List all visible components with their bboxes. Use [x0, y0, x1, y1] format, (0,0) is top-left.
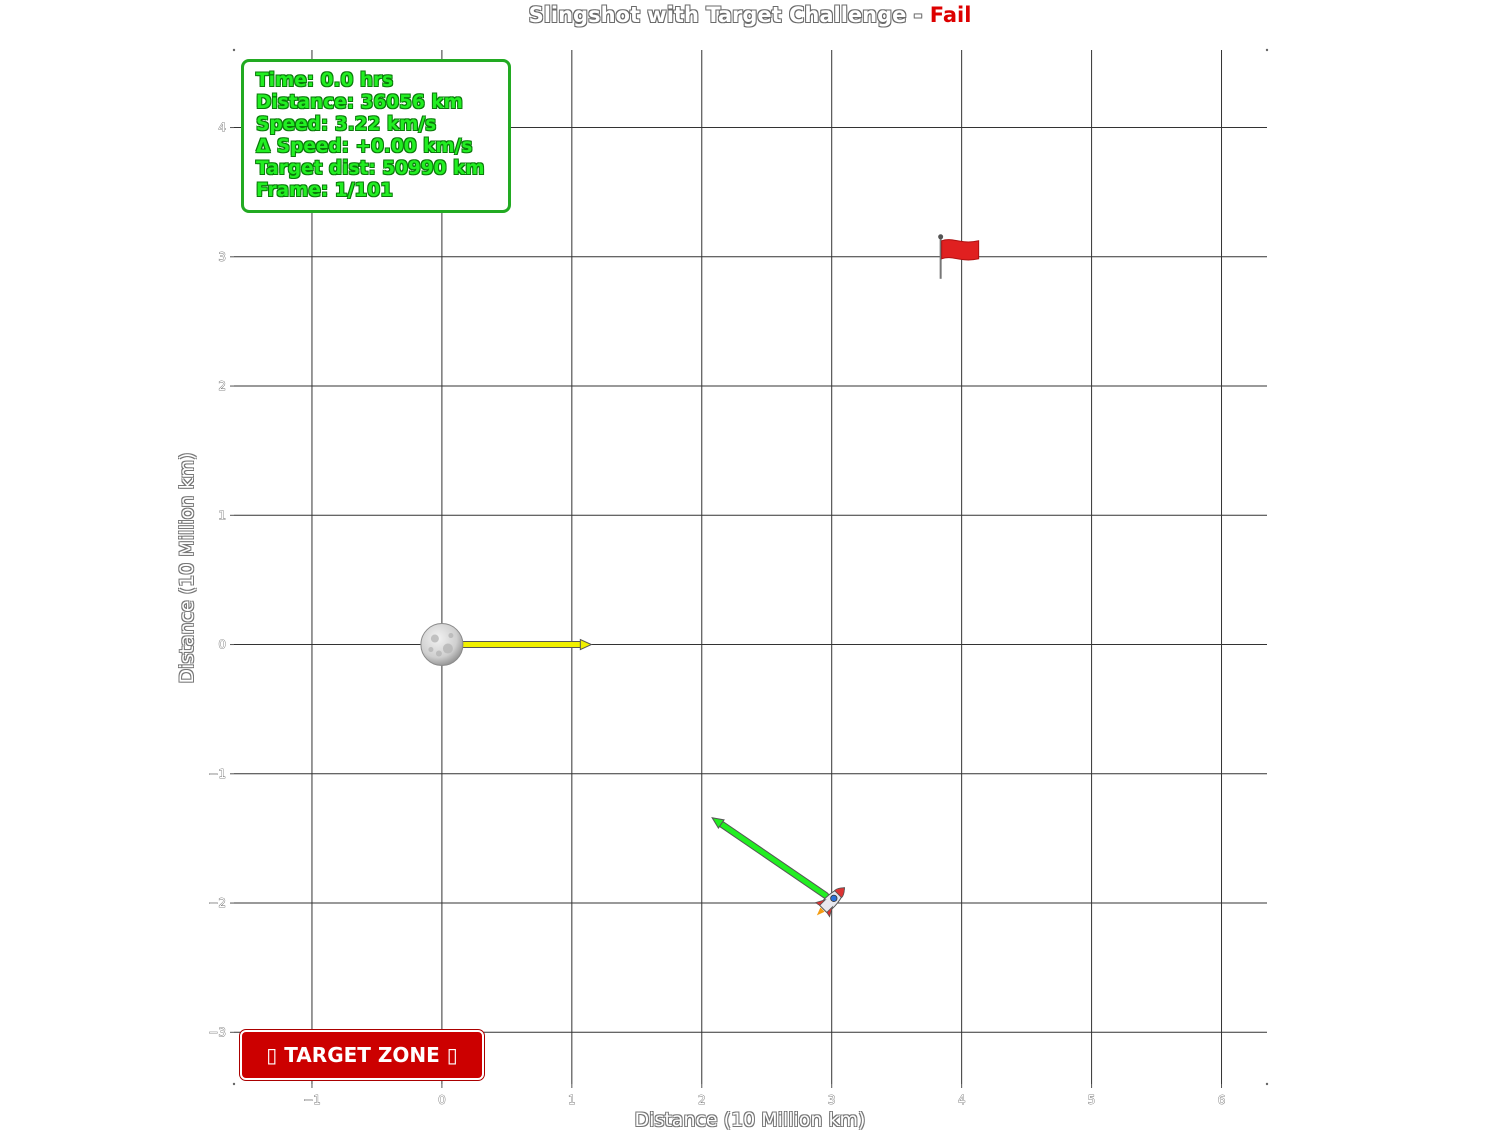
rocket-fin-right	[826, 905, 834, 918]
axis-corner-mark	[232, 48, 236, 52]
x-tick-label: −1	[303, 1093, 321, 1107]
rocket-flame	[816, 907, 825, 916]
x-tick-label: 5	[1088, 1093, 1096, 1107]
rocket-icon	[814, 887, 845, 918]
distance-readout: Distance: 36056 km	[256, 92, 463, 113]
x-tick-label: 3	[828, 1093, 836, 1107]
chart-title: Slingshot with Target Challenge - Fail	[0, 3, 1500, 27]
y-tick-label: 4	[218, 121, 226, 135]
flag-cloth	[941, 239, 980, 261]
spacecraft-velocity-arrow	[711, 817, 830, 899]
moon-crater	[448, 633, 454, 639]
axis-corner-mark	[1265, 1082, 1269, 1086]
y-axis-label: Distance (10 Million km)	[176, 452, 198, 684]
flag-pole-top	[938, 234, 944, 240]
rocket-window	[830, 894, 838, 902]
x-tick-label: 6	[1218, 1093, 1226, 1107]
moon-crater	[430, 634, 439, 643]
moon-crater	[435, 650, 442, 657]
x-tick-label: 2	[698, 1093, 706, 1107]
y-tick-label: 3	[218, 250, 226, 264]
spacecraft-velocity-arrow-head	[711, 817, 725, 830]
y-tick-label: 1	[218, 508, 226, 522]
axis-corner-mark	[1265, 48, 1269, 52]
delta-speed-readout: Δ Speed: +0.00 km/s	[256, 136, 473, 157]
speed-readout: Speed: 3.22 km/s	[256, 114, 437, 135]
rocket-fin-left	[814, 898, 827, 906]
y-tick-label: 0	[218, 638, 226, 652]
red-flag-icon	[938, 234, 980, 279]
moon-icon	[420, 623, 464, 667]
planet-velocity-arrow	[438, 638, 593, 651]
axis-corner-mark	[232, 1082, 236, 1086]
planet-velocity-arrow-head	[579, 638, 593, 651]
rocket-nose	[833, 887, 845, 899]
x-tick-label: 1	[568, 1093, 576, 1107]
x-tick-label: 4	[958, 1093, 966, 1107]
challenge-status: Fail	[929, 3, 972, 27]
frame-readout: Frame: 1/101	[256, 180, 393, 201]
x-tick-label: 0	[438, 1093, 446, 1107]
y-tick-label: −1	[208, 767, 226, 781]
chart-title-text: Slingshot with Target Challenge -	[528, 3, 930, 27]
y-tick-label: 2	[218, 379, 226, 393]
moon-crater	[442, 643, 453, 654]
spacecraft-velocity-arrow-shaft	[718, 821, 829, 898]
moon-body	[420, 623, 464, 667]
telemetry-panel: Time: 0.0 hrs Distance: 36056 km Speed: …	[241, 59, 511, 213]
target-zone-button[interactable]: ▯ TARGET ZONE ▯	[240, 1030, 484, 1080]
x-axis-label: Distance (10 Million km)	[634, 1109, 866, 1131]
y-tick-label: −3	[208, 1025, 226, 1039]
moon-crater	[428, 647, 434, 653]
time-readout: Time: 0.0 hrs	[256, 70, 394, 91]
target-distance-readout: Target dist: 50990 km	[256, 158, 485, 179]
y-tick-label: −2	[208, 896, 226, 910]
